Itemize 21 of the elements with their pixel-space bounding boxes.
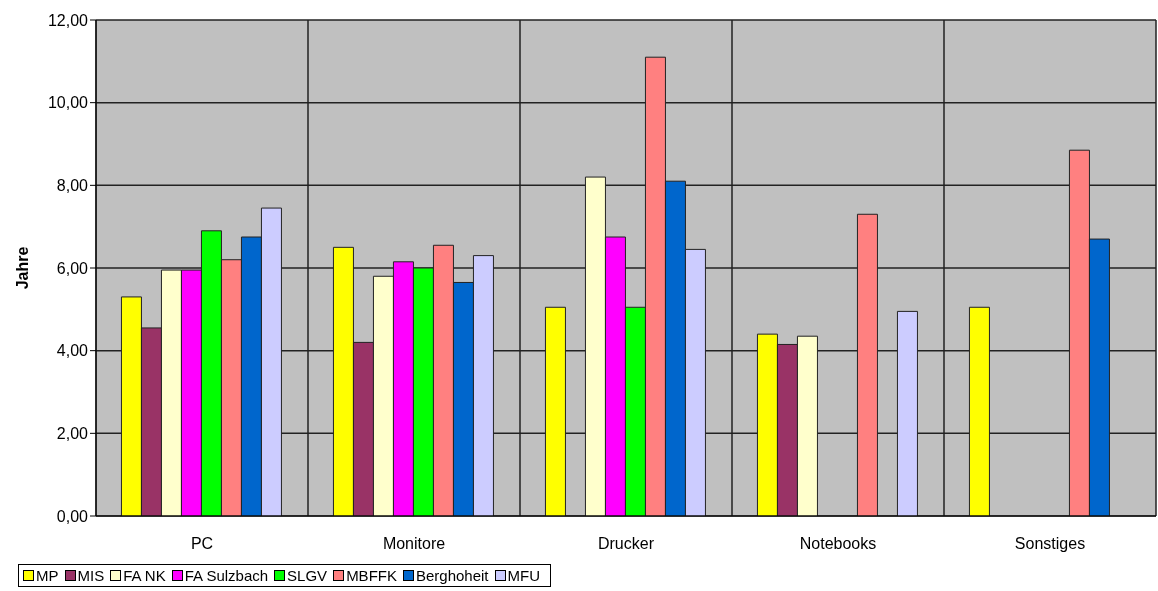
y-tick-label: 2,00	[56, 425, 89, 443]
legend-label: MP	[35, 567, 59, 584]
x-tick-label: Drucker	[597, 535, 655, 553]
legend-label: SLGV	[286, 567, 328, 584]
y-tick-label: 10,00	[47, 94, 89, 112]
y-tick-label: 8,00	[56, 177, 89, 195]
legend-label: MFU	[506, 567, 541, 584]
legend-label: Berghoheit	[414, 567, 489, 584]
x-tick-label: PC	[190, 535, 214, 553]
legend-label: MIS	[76, 567, 105, 584]
y-tick-label: 12,00	[47, 11, 89, 29]
x-tick-label: Monitore	[382, 535, 446, 553]
y-tick-label: 6,00	[56, 259, 89, 277]
legend-label: FA NK	[122, 567, 166, 584]
y-tick-label: 4,00	[56, 342, 89, 360]
x-tick-label: Notebooks	[799, 535, 877, 553]
x-tick-label: Sonstiges	[1014, 535, 1086, 553]
y-tick-label: 0,00	[56, 507, 89, 525]
legend-label: MBFFK	[345, 567, 397, 584]
y-axis-title: Jahre	[13, 246, 31, 290]
legend-label: FA Sulzbach	[183, 567, 269, 584]
